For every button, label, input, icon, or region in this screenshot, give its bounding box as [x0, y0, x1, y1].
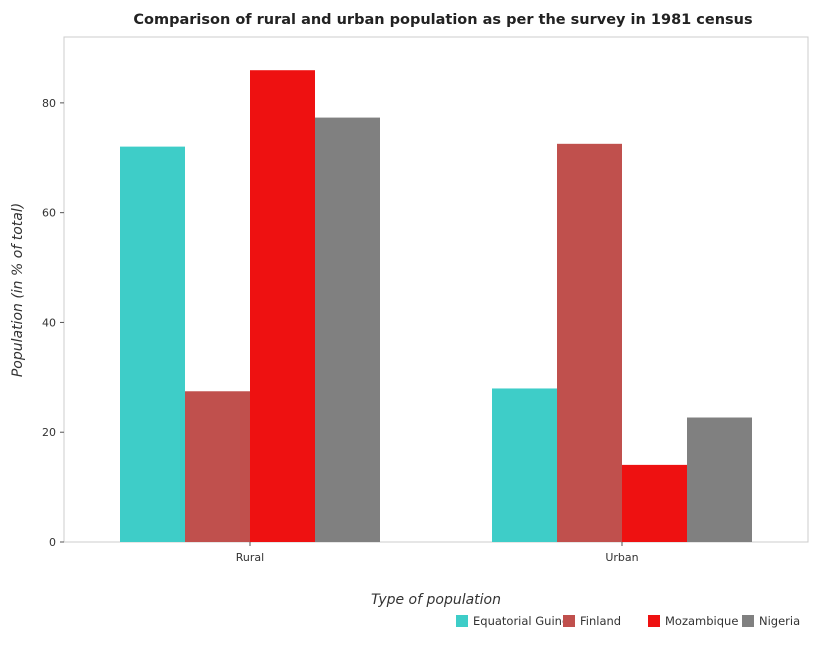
legend-label: Equatorial Guinea [473, 614, 576, 628]
bar-urban-finland [557, 143, 622, 542]
bar-rural-equatorial-guinea [120, 146, 185, 543]
bar-urban-mozambique [622, 464, 687, 542]
legend-swatch [648, 615, 660, 627]
bar-rural-nigeria [315, 117, 380, 542]
bar-urban-nigeria [687, 417, 752, 542]
legend-label: Nigeria [759, 614, 800, 628]
bars [120, 70, 752, 543]
y-axis: 0 20 40 60 80 [42, 97, 64, 549]
y-tick-label: 40 [42, 316, 56, 329]
bar-urban-equatorial-guinea [492, 388, 557, 542]
y-tick-label: 20 [42, 426, 56, 439]
y-tick-label: 80 [42, 97, 56, 110]
y-axis-title: Population (in % of total) [10, 203, 26, 377]
legend-swatch [563, 615, 575, 627]
legend-label: Finland [580, 614, 621, 628]
legend-swatch [456, 615, 468, 627]
legend: Equatorial Guinea Finland Mozambique Nigeri… [456, 614, 800, 628]
x-axis-title: Type of population [371, 592, 501, 608]
chart-title: Comparison of rural and urban population… [133, 12, 752, 28]
x-axis: Rural Urban [236, 542, 639, 564]
y-tick-label: 0 [49, 536, 56, 549]
x-tick-label: Urban [605, 551, 638, 564]
bar-rural-mozambique [250, 70, 315, 543]
y-tick-label: 60 [42, 207, 56, 220]
x-tick-label: Rural [236, 551, 264, 564]
legend-swatch [742, 615, 754, 627]
legend-label: Mozambique [665, 614, 738, 628]
bar-rural-finland [185, 391, 250, 542]
